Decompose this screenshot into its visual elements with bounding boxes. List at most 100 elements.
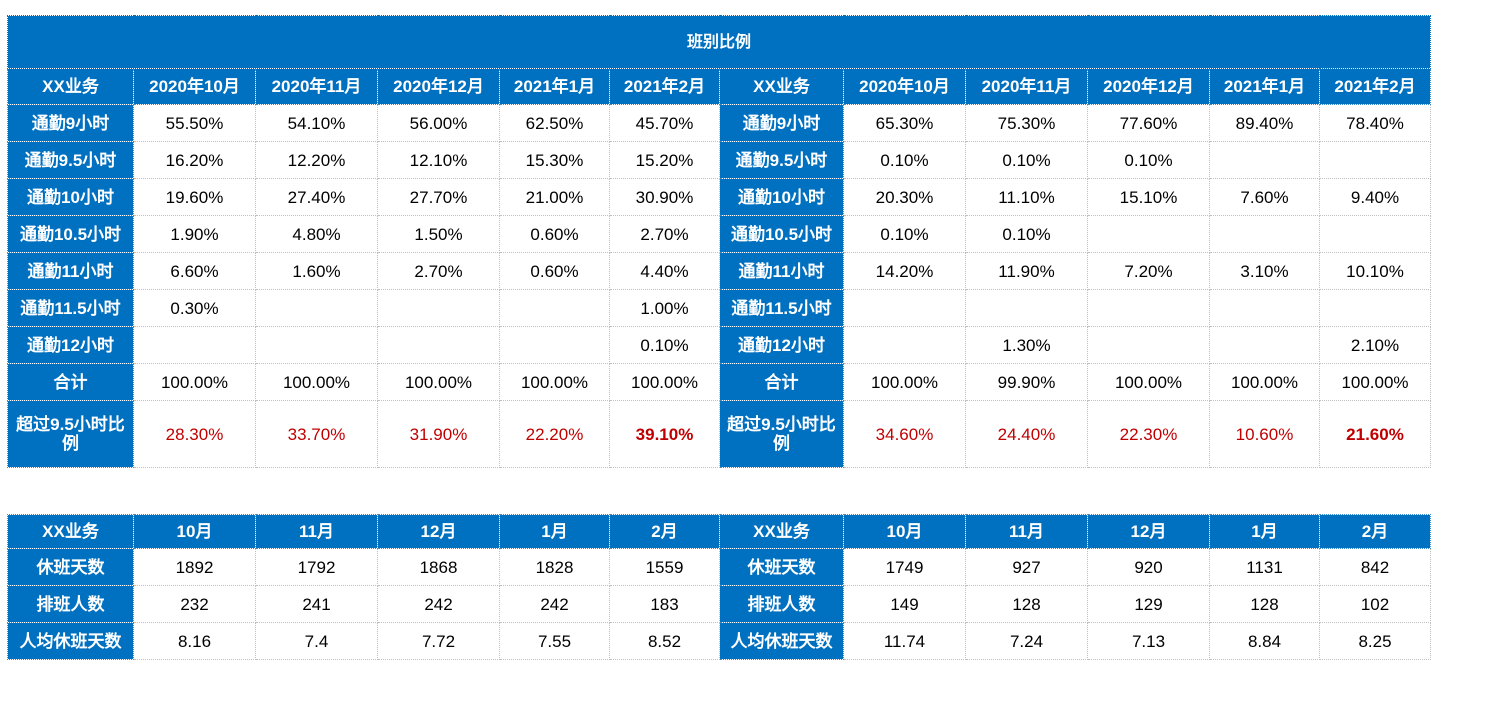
data-cell: 22.30%	[1087, 400, 1210, 468]
data-cell: 55.50%	[133, 104, 256, 142]
data-cell: 0.30%	[133, 289, 256, 327]
data-cell	[1318, 215, 1432, 253]
data-row: 通勤9小时 55.50% 54.10% 56.00% 62.50% 45.70% 通勤9小时…	[7, 104, 1432, 142]
data-cell: 0.10%	[965, 141, 1088, 179]
table-title: 班别比例	[6, 15, 1432, 69]
data-cell: 100.00%	[1087, 363, 1210, 401]
data-cell: 7.60%	[1209, 178, 1320, 216]
header-cell: 1月	[1209, 514, 1320, 549]
data-row: 通勤12小时 0.10% 通勤12小时 1.30% 2.10%	[7, 326, 1432, 364]
data-cell: 1828	[499, 548, 610, 586]
data-cell	[499, 326, 610, 364]
data-cell: 183	[609, 585, 720, 623]
data-cell: 15.20%	[609, 141, 720, 179]
header-cell: 2021年1月	[499, 68, 610, 105]
data-cell: 8.52	[609, 622, 720, 660]
row-label: 排班人数	[719, 585, 844, 623]
data-cell: 19.60%	[133, 178, 256, 216]
data-cell	[255, 326, 378, 364]
header-cell: 2020年10月	[843, 68, 966, 105]
data-cell: 2.70%	[609, 215, 720, 253]
data-cell: 8.25	[1319, 622, 1431, 660]
row-label: 通勤9小时	[7, 104, 134, 142]
header-cell: 1月	[499, 514, 610, 549]
data-cell: 1.60%	[255, 252, 378, 290]
data-cell	[1209, 289, 1320, 327]
data-cell: 21.60%	[1318, 400, 1432, 468]
data-row: 通勤10.5小时 1.90% 4.80% 1.50% 0.60% 2.70% 通勤10.5小…	[7, 215, 1432, 253]
data-cell: 242	[377, 585, 500, 623]
data-cell: 10.10%	[1318, 252, 1432, 290]
data-row: 通勤11小时 6.60% 1.60% 2.70% 0.60% 4.40% 通勤11小时 14.…	[7, 252, 1432, 290]
title-row: 班别比例	[6, 15, 1432, 69]
data-cell: 1131	[1209, 548, 1320, 586]
data-cell: 1559	[609, 548, 720, 586]
row-label: 休班天数	[7, 548, 134, 586]
data-cell: 54.10%	[255, 104, 378, 142]
data-cell: 1.30%	[965, 326, 1088, 364]
data-cell	[1087, 289, 1210, 327]
rest-days-table: XX业务 10月 11月 12月 1月 2月 XX业务 10月 11月 12月 1月 2月 休班天数 18…	[7, 514, 1431, 660]
data-cell: 100.00%	[499, 363, 610, 401]
data-row: 通勤11.5小时 0.30% 1.00% 通勤11.5小时	[7, 289, 1432, 327]
data-row: 休班天数 1892 1792 1868 1828 1559 休班天数 1749 927 920 11…	[7, 548, 1431, 586]
data-cell	[965, 289, 1088, 327]
data-cell: 3.10%	[1209, 252, 1320, 290]
data-cell: 12.10%	[377, 141, 500, 179]
data-cell: 0.10%	[609, 326, 720, 364]
data-cell: 100.00%	[843, 363, 966, 401]
data-cell: 30.90%	[609, 178, 720, 216]
data-cell: 16.20%	[133, 141, 256, 179]
header-row: XX业务 2020年10月 2020年11月 2020年12月 2021年1月 2021年…	[7, 68, 1432, 105]
data-cell: 11.74	[843, 622, 966, 660]
data-cell: 10.60%	[1209, 400, 1320, 468]
data-cell: 7.72	[377, 622, 500, 660]
data-cell: 1792	[255, 548, 378, 586]
row-label: 休班天数	[719, 548, 844, 586]
row-label: 排班人数	[7, 585, 134, 623]
row-label: 通勤12小时	[719, 326, 844, 364]
data-cell: 100.00%	[255, 363, 378, 401]
data-cell	[499, 289, 610, 327]
data-cell: 56.00%	[377, 104, 500, 142]
row-label: 通勤10.5小时	[7, 215, 134, 253]
data-cell	[1209, 141, 1320, 179]
header-cell: XX业务	[7, 68, 134, 105]
data-cell	[1318, 289, 1432, 327]
row-label: 合计	[719, 363, 844, 401]
data-cell: 102	[1319, 585, 1431, 623]
data-cell: 129	[1087, 585, 1210, 623]
data-cell: 4.40%	[609, 252, 720, 290]
data-cell: 1749	[843, 548, 966, 586]
header-cell: 2021年1月	[1209, 68, 1320, 105]
header-cell: 2021年2月	[609, 68, 720, 105]
data-cell: 12.20%	[255, 141, 378, 179]
data-cell: 33.70%	[255, 400, 378, 468]
data-cell: 8.84	[1209, 622, 1320, 660]
data-cell: 241	[255, 585, 378, 623]
data-cell: 4.80%	[255, 215, 378, 253]
data-cell: 15.10%	[1087, 178, 1210, 216]
row-label: 通勤9.5小时	[719, 141, 844, 179]
data-cell: 7.24	[965, 622, 1088, 660]
data-cell: 6.60%	[133, 252, 256, 290]
data-cell: 62.50%	[499, 104, 610, 142]
data-cell: 100.00%	[133, 363, 256, 401]
data-cell	[1209, 326, 1320, 364]
header-cell: 2021年2月	[1318, 68, 1432, 105]
header-cell: XX业务	[719, 68, 844, 105]
data-cell: 1.00%	[609, 289, 720, 327]
data-cell: 7.20%	[1087, 252, 1210, 290]
shift-ratio-table: 班别比例 XX业务 2020年10月 2020年11月 2020年12月 2021年1月 2…	[6, 15, 1432, 468]
header-cell: 11月	[965, 514, 1088, 549]
header-cell: 2020年12月	[377, 68, 500, 105]
data-cell: 11.10%	[965, 178, 1088, 216]
row-label: 通勤11小时	[719, 252, 844, 290]
data-cell: 20.30%	[843, 178, 966, 216]
data-cell: 31.90%	[377, 400, 500, 468]
data-cell	[1318, 141, 1432, 179]
data-cell: 100.00%	[609, 363, 720, 401]
data-row: 合计 100.00% 100.00% 100.00% 100.00% 100.00% 合计 1…	[7, 363, 1432, 401]
header-cell: 2月	[1319, 514, 1431, 549]
